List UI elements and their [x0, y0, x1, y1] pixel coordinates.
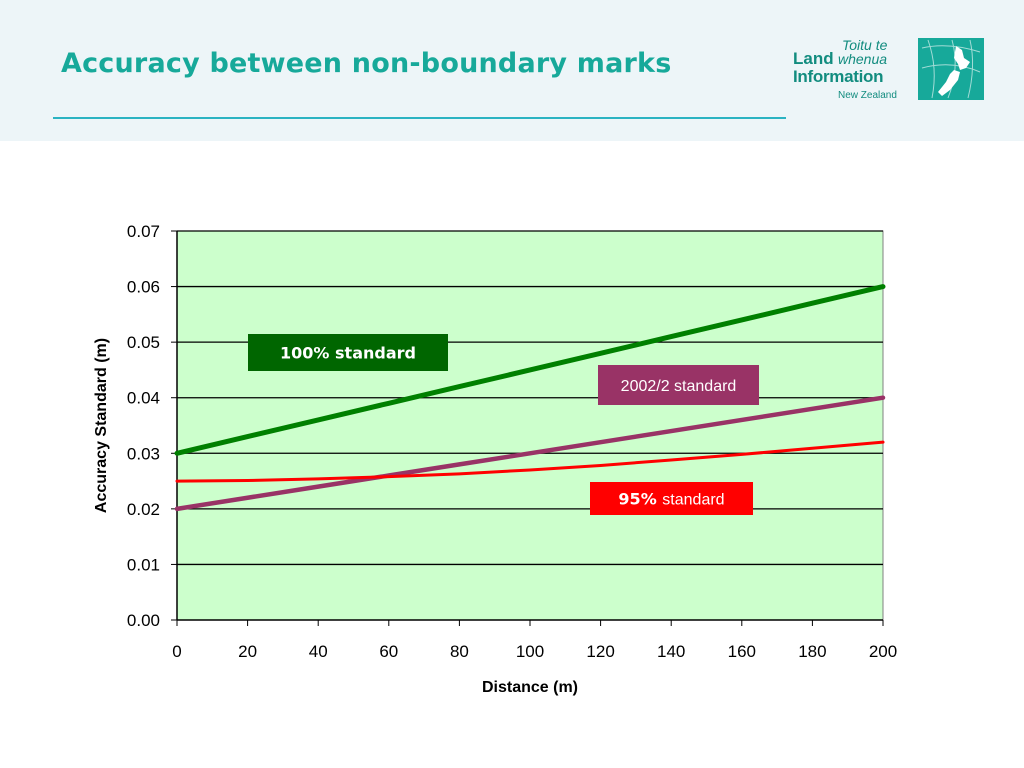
- title-divider: [53, 117, 786, 119]
- logo-toitu-text: Toitu te: [842, 37, 888, 53]
- x-tick-label: 160: [728, 642, 756, 661]
- y-tick-label: 0.07: [127, 222, 160, 241]
- series-line-2: [175, 440, 885, 483]
- y-axis-title: Accuracy Standard (m): [93, 338, 110, 513]
- linz-logo: Toitu te Land whenua Information New Zea…: [790, 30, 990, 106]
- x-tick-label: 120: [586, 642, 614, 661]
- x-axis-title: Distance (m): [482, 679, 578, 696]
- x-tick-label: 80: [450, 642, 469, 661]
- series-label-rest-part: standard: [662, 492, 724, 509]
- series-label-box: [598, 365, 759, 405]
- y-tick-label: 0.04: [127, 389, 160, 408]
- x-tick-label: 0: [172, 642, 181, 661]
- series-label-box: [248, 334, 448, 371]
- x-tick-label: 100: [516, 642, 544, 661]
- series-labels: 100% standard 2002/2 standard 95% standard: [248, 334, 759, 515]
- series-label-box: [590, 482, 753, 515]
- x-axis-ticks: 0 20 40 60 80 100 120 140 160 180 200: [172, 620, 897, 661]
- series-line-1: [174, 395, 886, 512]
- logo-whenua-text: whenua: [838, 51, 888, 67]
- series-label-2: 95% standard: [590, 482, 753, 515]
- plot-area: [176, 230, 884, 621]
- x-tick-label: 20: [238, 642, 257, 661]
- x-tick-label: 60: [379, 642, 398, 661]
- y-tick-label: 0.00: [127, 611, 160, 630]
- logo-information-text: Information: [793, 67, 884, 86]
- y-tick-label: 0.03: [127, 444, 160, 463]
- x-tick-label: 140: [657, 642, 685, 661]
- y-axis-ticks: 0.00 0.01 0.02 0.03 0.04 0.05 0.06 0.07: [127, 222, 177, 630]
- series-label-1: 2002/2 standard: [598, 365, 759, 405]
- logo-new-zealand-text: New Zealand: [838, 90, 897, 101]
- series-label-text: 2002/2 standard: [621, 378, 737, 395]
- y-tick-label: 0.06: [127, 278, 160, 297]
- x-tick-label: 40: [309, 642, 328, 661]
- series-label-bold-part: 95%: [618, 490, 662, 509]
- x-tick-label: 200: [869, 642, 897, 661]
- logo-land-text: Land: [793, 49, 834, 68]
- slide-header: Accuracy between non-boundary marks Toit…: [0, 0, 1024, 141]
- series-label-0: 100% standard: [248, 334, 448, 371]
- y-tick-label: 0.01: [127, 555, 160, 574]
- series-label-text: 100% standard: [280, 344, 416, 363]
- series-line-0: [174, 284, 886, 456]
- y-tick-label: 0.05: [127, 333, 160, 352]
- series-lines: [174, 284, 886, 512]
- nz-map-icon: [918, 38, 984, 100]
- x-tick-label: 180: [798, 642, 826, 661]
- y-tick-label: 0.02: [127, 500, 160, 519]
- series-label-text: 95% standard: [618, 490, 724, 509]
- slide-title: Accuracy between non-boundary marks: [61, 48, 672, 79]
